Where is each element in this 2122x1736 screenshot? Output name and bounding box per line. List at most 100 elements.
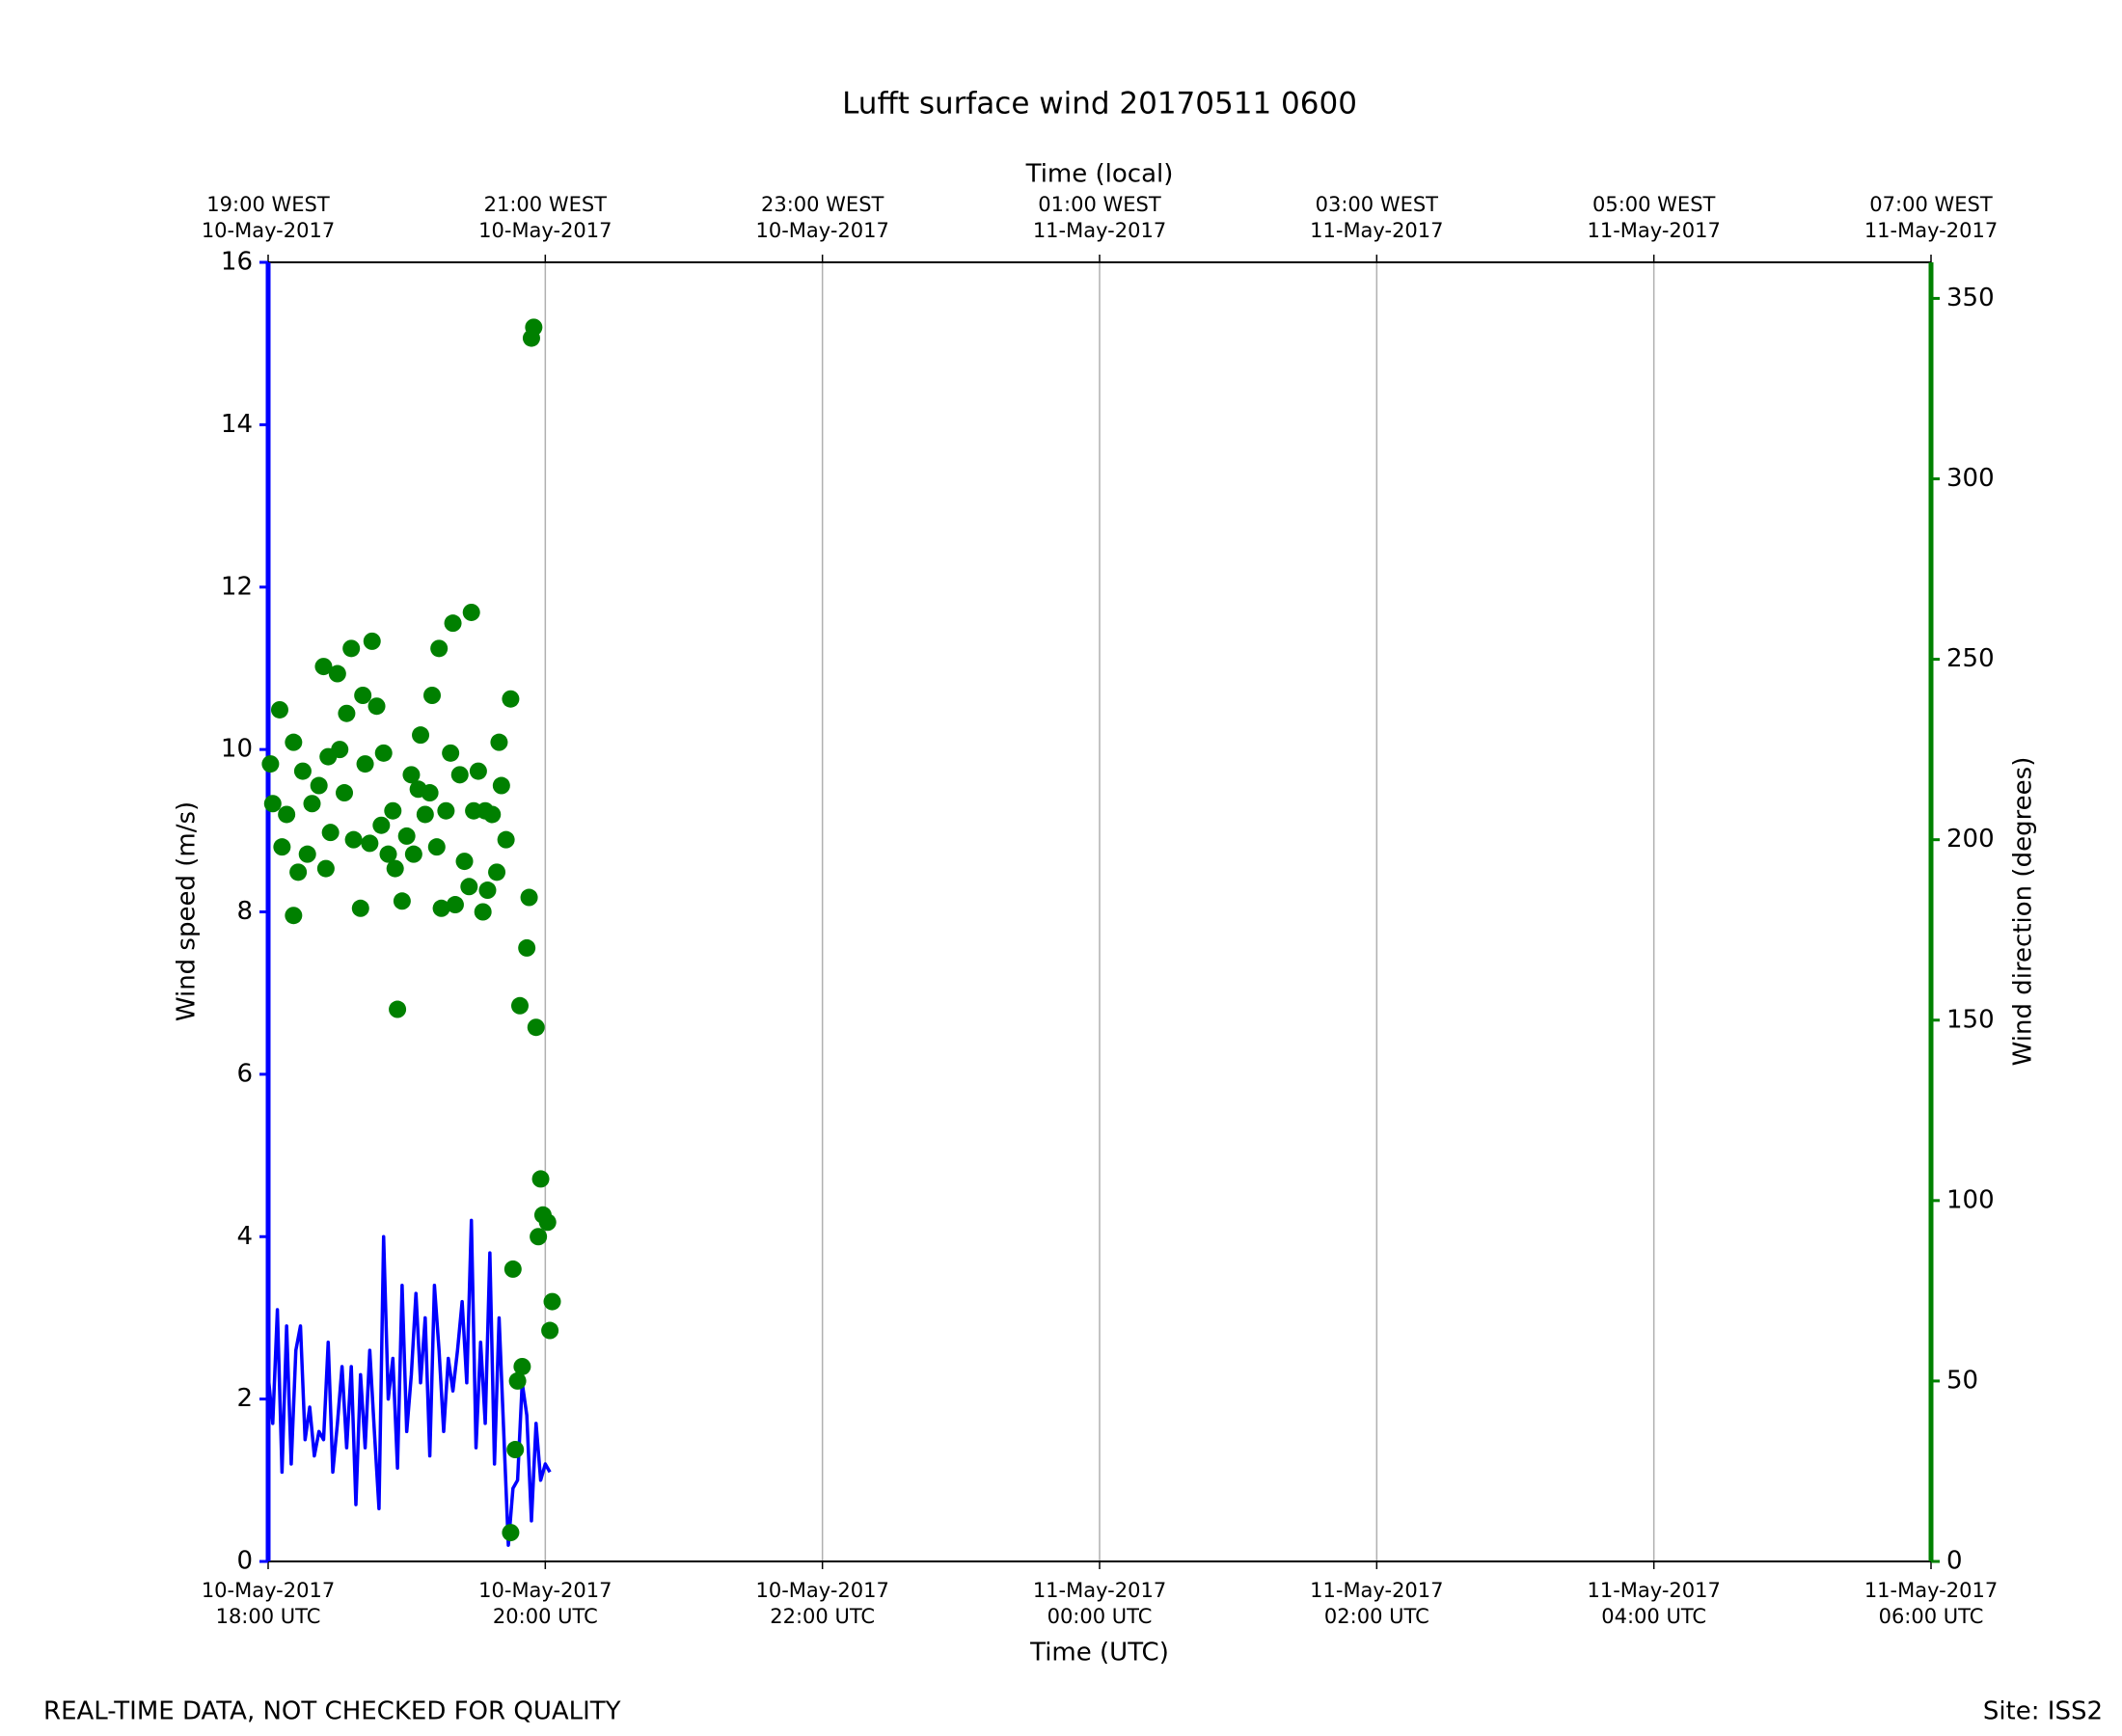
speed-line [266, 1218, 552, 1547]
x-tick-label: 10-May-2017 18:00 UTC [202, 1579, 335, 1628]
direction-point [393, 892, 411, 910]
x2-tick-label: 19:00 WEST 10-May-2017 [202, 193, 335, 242]
direction-point [310, 776, 328, 795]
direction-point [404, 845, 422, 863]
direction-point [338, 704, 356, 722]
x2-tick-label: 07:00 WEST 11-May-2017 [1864, 193, 1998, 242]
direction-point [483, 805, 502, 824]
x-tick-label: 11-May-2017 00:00 UTC [1033, 1579, 1166, 1628]
y-tick-label: 10 [221, 735, 253, 764]
y2-tick-label: 50 [1946, 1366, 1978, 1395]
direction-point [278, 805, 296, 824]
x2-tick-label: 01:00 WEST 11-May-2017 [1033, 193, 1166, 242]
direction-point [513, 1357, 531, 1375]
x-axis-label: Time (UTC) [1029, 1639, 1169, 1668]
y2-tick-label: 100 [1946, 1185, 1995, 1214]
y-tick-label: 0 [236, 1547, 253, 1576]
x-tick-label: 11-May-2017 02:00 UTC [1310, 1579, 1443, 1628]
direction-point [354, 687, 372, 704]
direction-point [492, 776, 510, 795]
x-tick-label: 10-May-2017 20:00 UTC [478, 1579, 612, 1628]
direction-point [336, 784, 354, 802]
direction-point [321, 824, 340, 842]
direction-point [506, 1441, 525, 1459]
direction-point [261, 755, 280, 773]
direction-point [490, 733, 508, 751]
x2-axis-label: Time (local) [1025, 160, 1174, 189]
x2-tick-label: 21:00 WEST 10-May-2017 [478, 193, 612, 242]
direction-point [285, 907, 303, 925]
direction-point [397, 827, 416, 845]
y-tick-label: 4 [236, 1222, 253, 1251]
direction-point [474, 903, 492, 921]
direction-point [455, 853, 474, 871]
direction-point [416, 805, 434, 824]
direction-point [446, 896, 464, 914]
direction-point [510, 996, 529, 1015]
direction-point [502, 1524, 520, 1542]
direction-point [384, 801, 402, 820]
x2-tick-label: 03:00 WEST 11-May-2017 [1310, 193, 1443, 242]
direction-point [462, 603, 480, 621]
x2-tick-label: 05:00 WEST 11-May-2017 [1587, 193, 1720, 242]
direction-point [316, 859, 335, 878]
direction-point [363, 632, 381, 650]
direction-point [423, 687, 442, 704]
y2-tick-label: 350 [1946, 284, 1995, 312]
direction-point [437, 801, 455, 820]
direction-point [488, 863, 506, 882]
direction-point [538, 1213, 557, 1232]
direction-point [541, 1321, 559, 1340]
y2-tick-label: 0 [1946, 1547, 1963, 1576]
y2-axis-label: Wind direction (degrees) [2009, 757, 2038, 1067]
direction-point [372, 816, 391, 834]
y-tick-label: 12 [221, 572, 253, 601]
y2-tick-label: 300 [1946, 464, 1995, 493]
direction-point [314, 658, 333, 676]
direction-point [293, 762, 312, 780]
direction-point [361, 834, 379, 853]
direction-point [478, 882, 497, 900]
direction-point [328, 665, 346, 683]
direction-point [402, 766, 421, 784]
x-tick-label: 10-May-2017 22:00 UTC [755, 1579, 888, 1628]
y-tick-label: 16 [221, 248, 253, 277]
direction-point [386, 859, 404, 878]
direction-point [263, 795, 282, 813]
y-tick-label: 14 [221, 410, 253, 439]
direction-point [298, 845, 316, 863]
direction-point [285, 733, 303, 751]
direction-point [497, 830, 515, 849]
direction-point [531, 1170, 550, 1188]
footer-note: REAL-TIME DATA, NOT CHECKED FOR QUALITY [43, 1697, 621, 1726]
direction-point [518, 938, 536, 957]
direction-point [412, 726, 430, 745]
y-tick-label: 6 [236, 1059, 253, 1088]
direction-point [508, 1371, 527, 1390]
direction-point [351, 899, 369, 917]
y-tick-label: 8 [236, 897, 253, 926]
direction-point [430, 639, 449, 658]
direction-point [367, 697, 386, 716]
direction-point [525, 318, 543, 337]
direction-point [444, 614, 462, 633]
x2-tick-label: 23:00 WEST 10-May-2017 [755, 193, 888, 242]
direction-point [421, 784, 439, 802]
direction-point [379, 845, 397, 863]
site-label: Site: ISS2 [1983, 1697, 2103, 1726]
direction-point [520, 888, 538, 907]
direction-point [273, 838, 291, 856]
x-tick-label: 11-May-2017 06:00 UTC [1864, 1579, 1998, 1628]
direction-point [543, 1292, 561, 1311]
direction-point [389, 1000, 407, 1018]
direction-point [530, 1228, 548, 1246]
direction-point [502, 690, 520, 708]
direction-point [374, 744, 393, 762]
direction-point [427, 838, 446, 856]
y2-tick-label: 150 [1946, 1005, 1995, 1034]
direction-point [469, 762, 487, 780]
direction-point [503, 1260, 522, 1278]
direction-point [356, 755, 374, 773]
